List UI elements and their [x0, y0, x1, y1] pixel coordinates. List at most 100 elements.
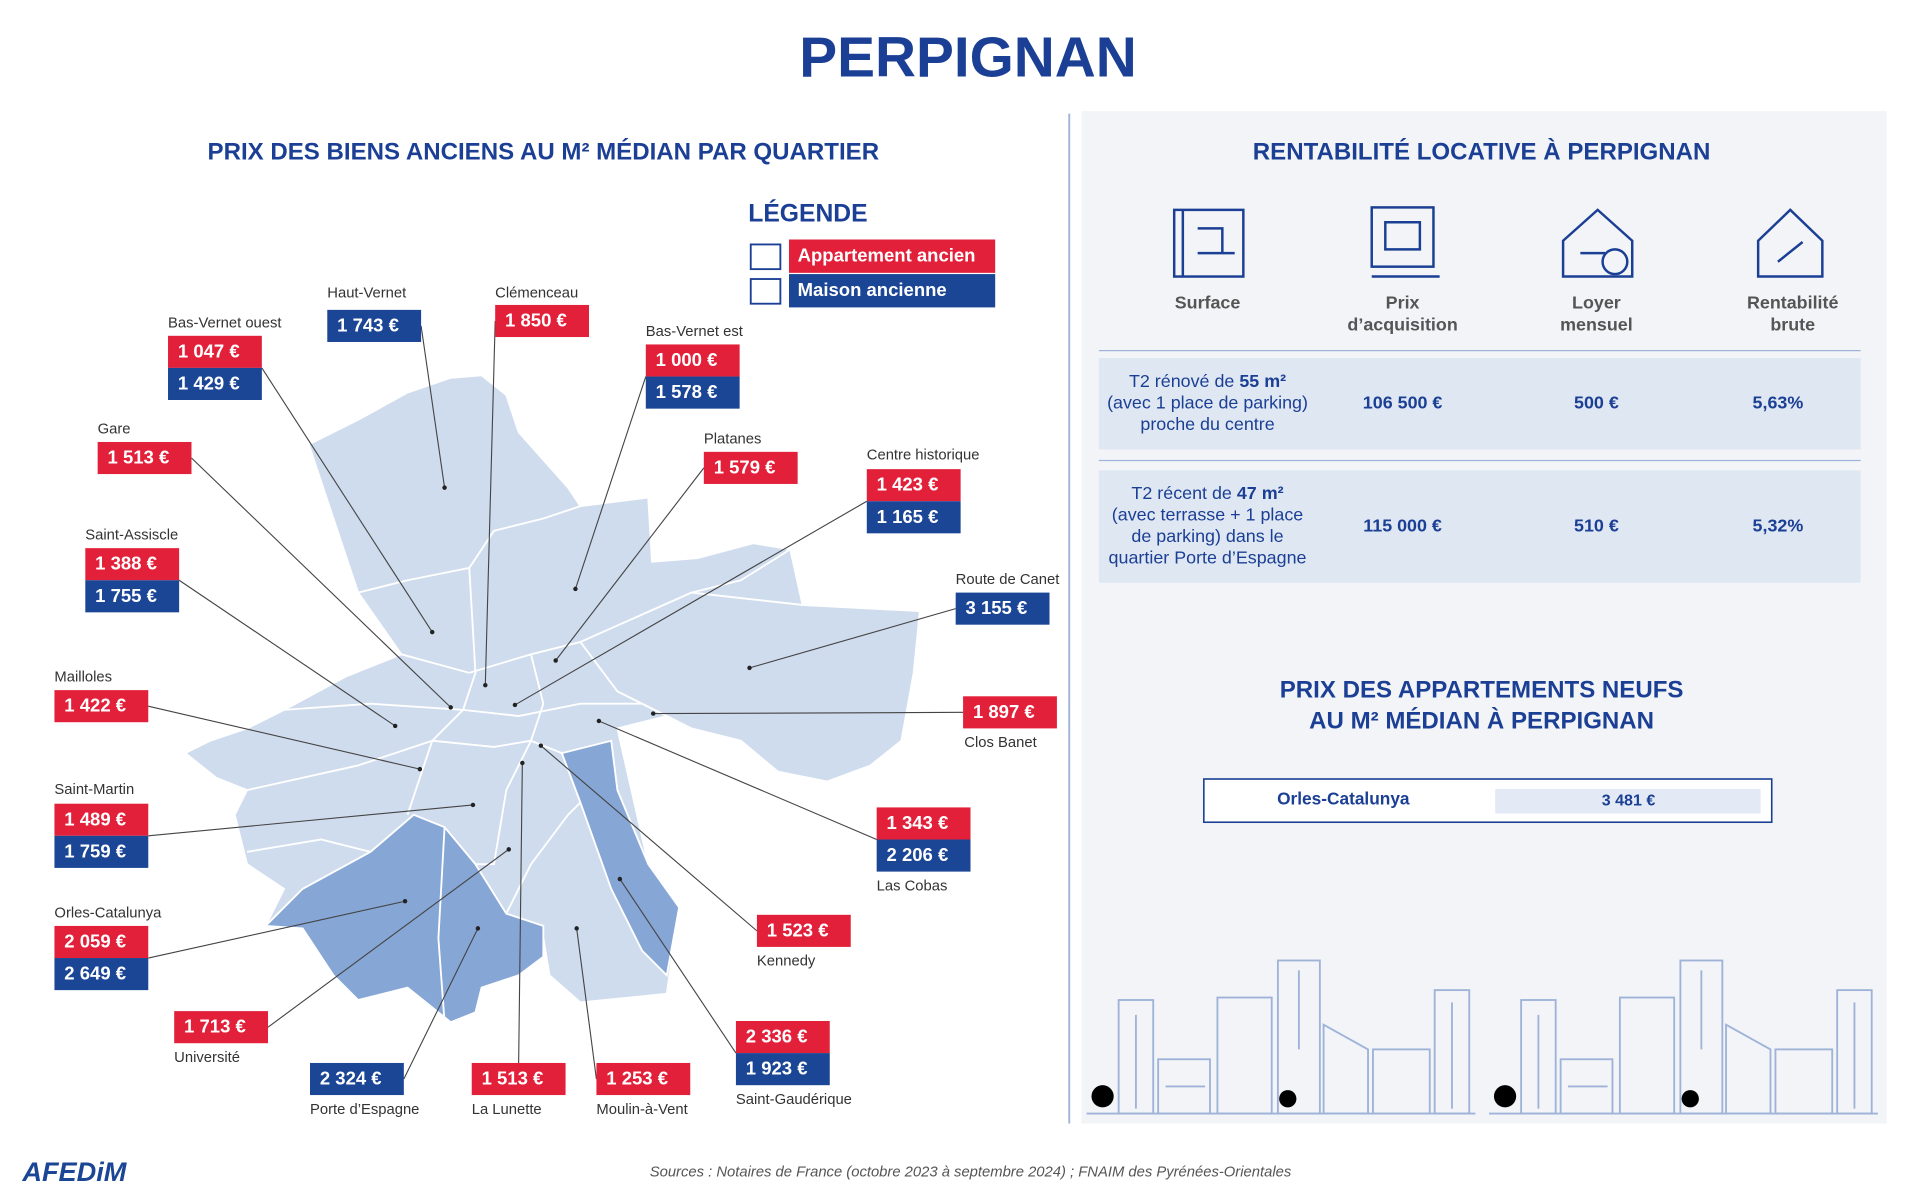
apartment-price: 1 422 € [64, 695, 126, 716]
apartment-price: 1 388 € [95, 553, 157, 574]
apartment-price: 1 423 € [877, 474, 939, 495]
district-point [650, 711, 656, 716]
rent-rent: 500 € [1574, 392, 1619, 412]
dark-district [263, 813, 545, 1024]
district-point [512, 702, 518, 708]
description-line: proche du centre [1140, 414, 1274, 434]
leader-line [267, 848, 510, 1028]
district-point [430, 629, 435, 635]
district-name: Kennedy [757, 954, 816, 970]
district-point [538, 743, 544, 748]
leader-line [484, 320, 496, 686]
district-point [747, 665, 752, 671]
legend-label: Maison ancienne [798, 279, 947, 300]
leader-line [619, 878, 737, 1054]
district-point [470, 802, 476, 808]
new-district: Orles-Catalunya [1277, 789, 1410, 809]
description-line: (avec terrasse + 1 place [1112, 504, 1303, 524]
new-title: PRIX DES APPARTEMENTS NEUFS [1280, 677, 1684, 704]
leader-line [540, 745, 758, 932]
apartment-box [97, 441, 192, 475]
apartment-price: 1 897 € [973, 701, 1035, 722]
house-box [955, 592, 1050, 625]
apartment-price: 1 513 € [482, 1068, 544, 1089]
house-price: 2 324 € [320, 1068, 382, 1089]
district-point [417, 766, 423, 772]
district-name: Clos Banet [964, 735, 1036, 751]
district-name: Saint-Gaudérique [736, 1092, 852, 1108]
rent-price: 106 500 € [1363, 392, 1443, 412]
district-name: Saint-Martin [54, 782, 134, 798]
description-lead: T2 récent de [1131, 483, 1236, 503]
district-point [442, 485, 447, 490]
district-point [596, 718, 602, 724]
apartment-box [85, 548, 180, 581]
leader-line [191, 457, 452, 708]
leader-line [555, 467, 705, 661]
description-lead: T2 rénové de [1129, 371, 1239, 391]
house-box [876, 839, 971, 872]
district-point [617, 876, 623, 882]
house-box [866, 501, 961, 534]
rent-row [1098, 470, 1861, 583]
district-point [574, 926, 579, 931]
legend-title: LÉGENDE [748, 199, 867, 227]
apartment-price: 1 713 € [184, 1016, 246, 1037]
house-box [327, 309, 422, 342]
house-price: 2 206 € [887, 844, 949, 865]
rent-price: 115 000 € [1363, 515, 1442, 535]
apartment-box [495, 304, 590, 338]
column-header: d’acquisition [1347, 315, 1457, 335]
house-price: 1 759 € [64, 840, 126, 861]
apartment-box [168, 335, 262, 368]
sources: Sources : Notaires de France (octobre 20… [650, 1165, 1292, 1181]
house-box [54, 958, 149, 991]
district-point [506, 847, 511, 852]
house-price: 1 578 € [656, 381, 718, 402]
apartment-price: 2 336 € [746, 1026, 808, 1047]
new-title: AU M² MÉDIAN À PERPIGNAN [1309, 707, 1654, 735]
rent-yield: 5,32% [1753, 515, 1804, 535]
column-header: Prix [1386, 292, 1420, 312]
leader-line [148, 900, 406, 959]
rent-yield: 5,63% [1753, 392, 1804, 412]
map-title: PRIX DES BIENS ANCIENS AU M² MÉDIAN PAR … [208, 137, 880, 165]
district-name: Route de Canet [956, 572, 1060, 588]
buildings-decoration [1086, 959, 1879, 1115]
rent-icons [1172, 206, 1824, 278]
district-name: Haut-Vernet [327, 286, 406, 302]
new-value-bg [1495, 788, 1761, 814]
apartment-box [866, 469, 961, 502]
district-name: Orles-Catalunya [54, 905, 162, 921]
house-price: 3 155 € [966, 597, 1028, 618]
district-point [553, 658, 558, 663]
description-line: (avec 1 place de parking) [1107, 392, 1308, 412]
apartment-price: 1 850 € [505, 309, 567, 330]
district-name: Mailloles [54, 670, 112, 686]
column-header: Surface [1175, 292, 1241, 312]
column-header: mensuel [1560, 315, 1633, 335]
apartment-box [703, 451, 798, 484]
district-name: Porte d’Espagne [310, 1102, 419, 1118]
leader-line [518, 762, 523, 1063]
apartment-box [876, 807, 971, 840]
apartment-price: 1 253 € [606, 1068, 668, 1089]
apartment-box [645, 344, 740, 377]
house-price: 1 923 € [746, 1058, 808, 1079]
house-box [645, 376, 740, 409]
leader-line [420, 325, 446, 488]
apartment-box [735, 1020, 830, 1054]
rent-title: RENTABILITÉ LOCATIVE À PERPIGNAN [1253, 137, 1711, 165]
house-price: 2 649 € [64, 963, 126, 984]
apartment-price: 1 000 € [656, 349, 718, 370]
district-point [520, 760, 525, 766]
description-area: 55 m² [1239, 371, 1286, 391]
district-borders [246, 505, 803, 1023]
house-box [735, 1053, 830, 1086]
main-title: PERPIGNAN [799, 27, 1137, 90]
legend-icon [749, 278, 782, 305]
leader-line [261, 367, 433, 633]
apartment-price: 1 523 € [767, 919, 829, 940]
